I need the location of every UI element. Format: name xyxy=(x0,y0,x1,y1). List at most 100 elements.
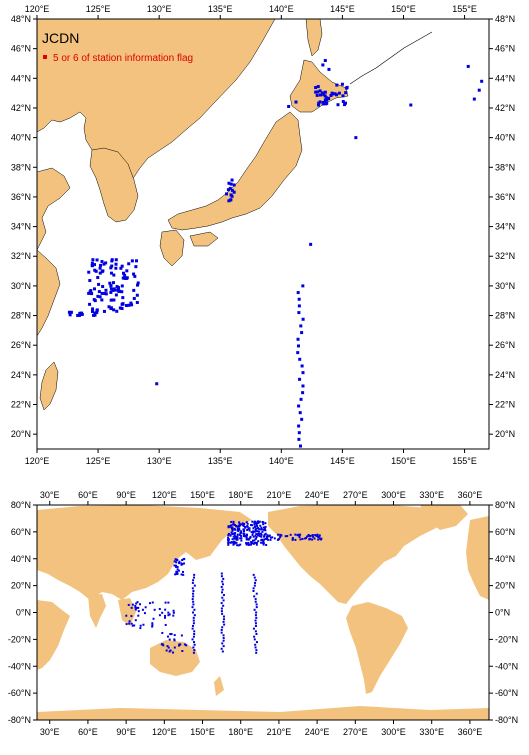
station-marker xyxy=(260,541,263,544)
station-marker xyxy=(260,526,263,529)
station-marker xyxy=(233,537,236,540)
station-marker xyxy=(112,273,116,277)
station-marker xyxy=(165,649,168,652)
station-marker xyxy=(319,93,323,97)
station-marker xyxy=(229,198,233,202)
station-marker xyxy=(254,534,257,537)
station-marker xyxy=(259,524,262,527)
station-marker xyxy=(239,531,242,534)
station-marker xyxy=(314,534,317,537)
station-marker xyxy=(192,592,195,595)
regional-map-japan: 120°E 120°E 125°E 125°E 130°E 130°E 135°E 135°E… xyxy=(11,4,515,466)
taiwan xyxy=(39,361,59,411)
station-marker xyxy=(232,523,235,526)
lat-label-right: 32°N xyxy=(495,251,515,261)
station-marker xyxy=(134,259,138,263)
lat-label-right: -40°N xyxy=(495,661,518,671)
station-marker xyxy=(227,532,230,535)
station-marker xyxy=(254,624,257,627)
station-marker xyxy=(114,266,118,270)
station-marker xyxy=(166,645,169,648)
station-marker xyxy=(175,559,178,562)
lon-label-bottom: 60°E xyxy=(78,727,98,737)
lon-label-bottom: 330°E xyxy=(419,727,444,737)
station-marker xyxy=(231,532,234,535)
station-marker xyxy=(158,614,161,617)
station-marker xyxy=(93,311,97,315)
regional-stations xyxy=(67,59,484,448)
station-marker xyxy=(102,262,106,266)
lon-label-top: 30°E xyxy=(40,490,60,500)
antarctica xyxy=(37,706,489,720)
station-marker xyxy=(297,533,300,536)
station-marker xyxy=(258,528,261,531)
station-marker xyxy=(192,635,195,638)
station-marker xyxy=(323,90,327,94)
lat-label-left: 24°N xyxy=(11,370,31,380)
station-marker xyxy=(341,94,345,98)
station-marker xyxy=(185,644,188,647)
station-marker xyxy=(221,612,224,615)
station-marker xyxy=(248,529,251,532)
kyushu xyxy=(159,229,185,267)
station-marker xyxy=(337,91,341,95)
station-marker xyxy=(236,525,239,528)
station-marker xyxy=(93,268,97,272)
sakhalin xyxy=(305,19,323,57)
station-marker xyxy=(180,634,183,637)
station-marker xyxy=(296,344,300,348)
station-marker xyxy=(130,622,133,625)
lat-label-right: 38°N xyxy=(495,162,515,172)
regional-map-frame xyxy=(36,18,490,450)
station-marker xyxy=(232,543,235,546)
station-marker xyxy=(193,630,196,633)
station-marker xyxy=(254,614,257,617)
station-marker xyxy=(261,530,264,533)
station-marker xyxy=(246,525,249,528)
station-marker xyxy=(259,532,262,535)
lon-label-top: 240°E xyxy=(305,490,330,500)
station-marker xyxy=(297,304,301,308)
station-marker xyxy=(299,397,303,401)
station-marker xyxy=(252,527,255,530)
station-marker xyxy=(227,534,230,537)
station-marker xyxy=(313,537,316,540)
lat-label-right: 28°N xyxy=(495,311,515,321)
lat-label-left: 42°N xyxy=(11,103,31,113)
station-marker xyxy=(192,579,195,582)
station-marker xyxy=(114,262,118,266)
station-marker xyxy=(315,534,318,537)
station-marker xyxy=(177,569,180,572)
station-marker xyxy=(301,537,304,540)
station-marker xyxy=(100,270,104,274)
station-marker xyxy=(255,633,258,635)
station-marker xyxy=(193,643,196,646)
station-marker xyxy=(301,317,305,321)
lon-label-bottom: 145°E xyxy=(330,456,355,466)
station-marker xyxy=(221,650,224,653)
station-marker xyxy=(255,649,258,652)
station-marker xyxy=(296,351,300,355)
station-marker xyxy=(235,524,238,527)
lat-label-right: 48°N xyxy=(495,14,515,24)
station-marker xyxy=(229,534,232,537)
station-marker xyxy=(173,564,176,567)
station-marker xyxy=(254,600,257,603)
station-marker xyxy=(296,291,300,295)
station-marker xyxy=(164,601,167,604)
station-marker xyxy=(111,281,115,285)
station-marker xyxy=(316,533,319,536)
station-marker xyxy=(253,576,256,579)
station-marker xyxy=(298,536,301,539)
station-marker xyxy=(121,296,125,300)
lon-label-top: 60°E xyxy=(78,490,98,500)
lat-label-right: 20°N xyxy=(495,429,515,439)
africa xyxy=(37,600,70,670)
station-marker xyxy=(269,538,272,541)
station-marker xyxy=(266,534,269,537)
station-marker xyxy=(191,611,194,614)
station-marker xyxy=(254,581,257,584)
station-marker xyxy=(222,594,225,597)
station-marker xyxy=(238,527,241,530)
lat-label-left: 36°N xyxy=(11,192,31,202)
